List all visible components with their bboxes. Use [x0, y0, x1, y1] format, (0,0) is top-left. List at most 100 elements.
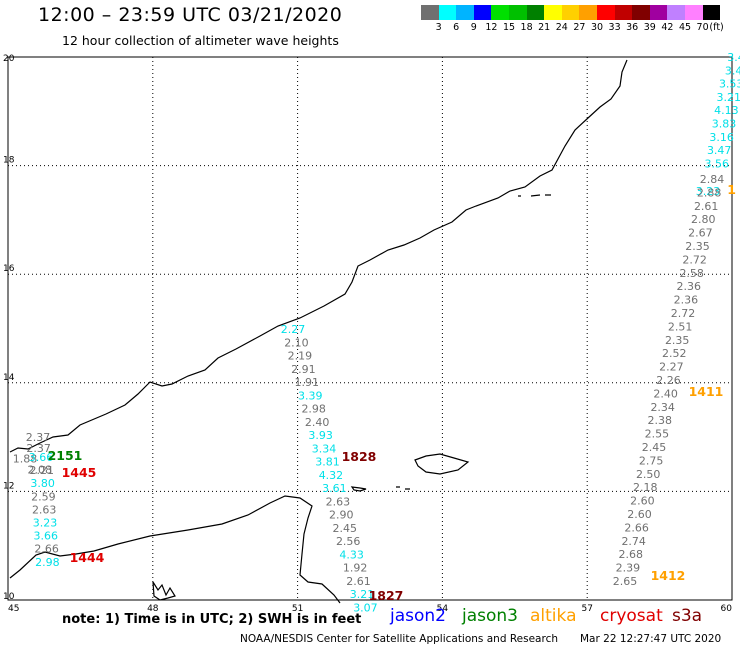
pass-time-label: 1828	[342, 449, 377, 464]
wave-height-value: 2.21	[30, 464, 55, 477]
scale-tick-label: 18	[520, 22, 533, 33]
longitude-tick: 60	[721, 604, 733, 614]
scale-tick-label: 27	[573, 22, 586, 33]
wave-height-value: 2.61	[346, 575, 371, 588]
wave-height-value: 2.74	[621, 535, 646, 548]
pass-time-label: 1445	[62, 465, 97, 480]
longitude-tick: 48	[147, 604, 159, 614]
scale-swatch	[508, 5, 527, 20]
scale-swatch	[702, 5, 721, 20]
color-scale-labels: 3 6 9 12 15 18 21 24 27 30 33 36 39 42 45 70 (ft)	[421, 20, 724, 34]
wave-height-value: 2.60	[630, 495, 655, 508]
wave-height-value: 2.72	[671, 307, 696, 320]
wave-height-value: 2.72	[682, 253, 707, 266]
credit-line: NOAA/NESDIS Center for Satellite Applica…	[240, 633, 558, 645]
longitude-tick: 45	[8, 604, 19, 614]
wave-height-value: 3.80	[30, 477, 55, 490]
pass-time-label: 1827	[369, 588, 404, 603]
wave-height-value: 3.4	[725, 64, 740, 77]
scale-swatch	[614, 5, 633, 20]
wave-height-value: 2.98	[35, 556, 60, 569]
wave-height-value: 2.80	[691, 213, 716, 226]
wave-height-value: 2.35	[685, 240, 710, 253]
wave-height-value: 2.98	[301, 403, 326, 416]
small-islets	[396, 194, 551, 490]
wave-height-value: 3.53	[719, 78, 740, 91]
scale-tick-label: 3	[435, 22, 442, 33]
scale-tick-label: 42	[661, 22, 674, 33]
wave-height-value: 1.91	[295, 376, 320, 389]
scale-swatch	[544, 5, 562, 20]
wave-height-value: 4.33	[339, 548, 364, 561]
scale-tick-label: 45	[678, 22, 692, 33]
wave-height-value: 2.63	[326, 495, 351, 508]
wave-height-value: 2.35	[665, 334, 690, 347]
wave-height-value: 2.18	[633, 481, 658, 494]
longitude-tick: 51	[292, 604, 303, 614]
wave-height-value: 3.21	[350, 588, 375, 601]
wave-height-value: 2.88	[697, 186, 722, 199]
latitude-tick: 14	[3, 373, 15, 383]
wave-height-value: 2.84	[700, 173, 725, 186]
wave-height-value: 2.91	[291, 363, 316, 376]
wave-height-value: 2.68	[619, 548, 644, 561]
wave-height-value: 2.90	[329, 509, 354, 522]
generated-timestamp: Mar 22 12:27:47 UTC 2020	[580, 633, 722, 645]
wave-height-value: 3.23	[696, 185, 721, 198]
scale-swatch	[473, 5, 492, 20]
wave-height-value: 1.92	[343, 562, 368, 575]
wave-height-value: 3.56	[705, 157, 730, 170]
legend-s3a: s3a	[672, 606, 703, 626]
wave-height-value: 2.61	[694, 200, 719, 213]
wave-height-value: 2.36	[674, 294, 699, 307]
socotra-island	[414, 453, 470, 475]
wave-height-value: 2.51	[668, 320, 693, 333]
wave-height-labels: 3.43.43.533.214.133.833.163.473.563.232.…	[13, 51, 740, 614]
abd-al-kuri-island	[350, 486, 367, 492]
scale-tick-label: 21	[538, 22, 551, 33]
wave-height-value: 3.16	[709, 131, 734, 144]
wave-height-value: 2.08	[28, 463, 53, 476]
map-frame	[7, 56, 733, 601]
wave-height-value: 2.66	[34, 543, 59, 556]
wave-height-value: 3.4	[727, 51, 740, 64]
wave-height-value: 2.26	[656, 374, 681, 387]
wave-height-value: 2.37	[26, 442, 51, 455]
wave-height-value: 2.63	[32, 503, 57, 516]
latitude-tick: 16	[3, 264, 15, 274]
wave-height-value: 2.39	[616, 562, 641, 575]
african-coastline	[9, 495, 341, 604]
wave-height-value: 3.39	[298, 389, 323, 402]
wave-height-value: 3.93	[308, 429, 333, 442]
wave-height-value: 2.27	[659, 361, 684, 374]
pass-time-label: 1411	[689, 384, 724, 399]
wave-height-value: 3.47	[707, 144, 732, 157]
scale-swatch	[526, 5, 545, 20]
scale-tick-label: 70	[696, 22, 709, 33]
gulf-of-aden-islets	[152, 581, 176, 601]
scale-unit: (ft)	[709, 22, 724, 33]
scale-swatch	[667, 5, 685, 20]
wave-height-value: 2.67	[688, 227, 713, 240]
wave-height-value: 3.66	[29, 451, 54, 464]
wave-height-value: 2.52	[662, 347, 687, 360]
wave-height-value: 1.88	[13, 453, 38, 466]
wave-height-value: 3.23	[33, 517, 58, 530]
wave-height-value: 4.32	[319, 469, 344, 482]
wave-height-value: 2.34	[650, 401, 675, 414]
wave-height-value: 2.59	[31, 490, 56, 503]
wave-height-value: 2.10	[284, 336, 309, 349]
pass-time-label: 2151	[48, 448, 83, 463]
color-scale-swatches	[421, 5, 721, 20]
scale-tick-label: 12	[485, 22, 498, 33]
latitude-tick: 18	[3, 156, 15, 166]
scale-swatch	[438, 5, 457, 20]
wave-height-value: 2.19	[288, 350, 313, 363]
pass-time-labels: 2151 1445 1444 1828 1827 1411 1412 1	[48, 182, 736, 603]
wave-height-value: 4.13	[714, 104, 739, 117]
legend-jason3: jason3	[462, 606, 518, 626]
map-title: 12:00 – 23:59 UTC 03/21/2020	[38, 4, 343, 26]
wave-height-value: 2.58	[679, 267, 704, 280]
wave-height-value: 2.37	[26, 431, 51, 444]
scale-swatch	[491, 5, 509, 20]
